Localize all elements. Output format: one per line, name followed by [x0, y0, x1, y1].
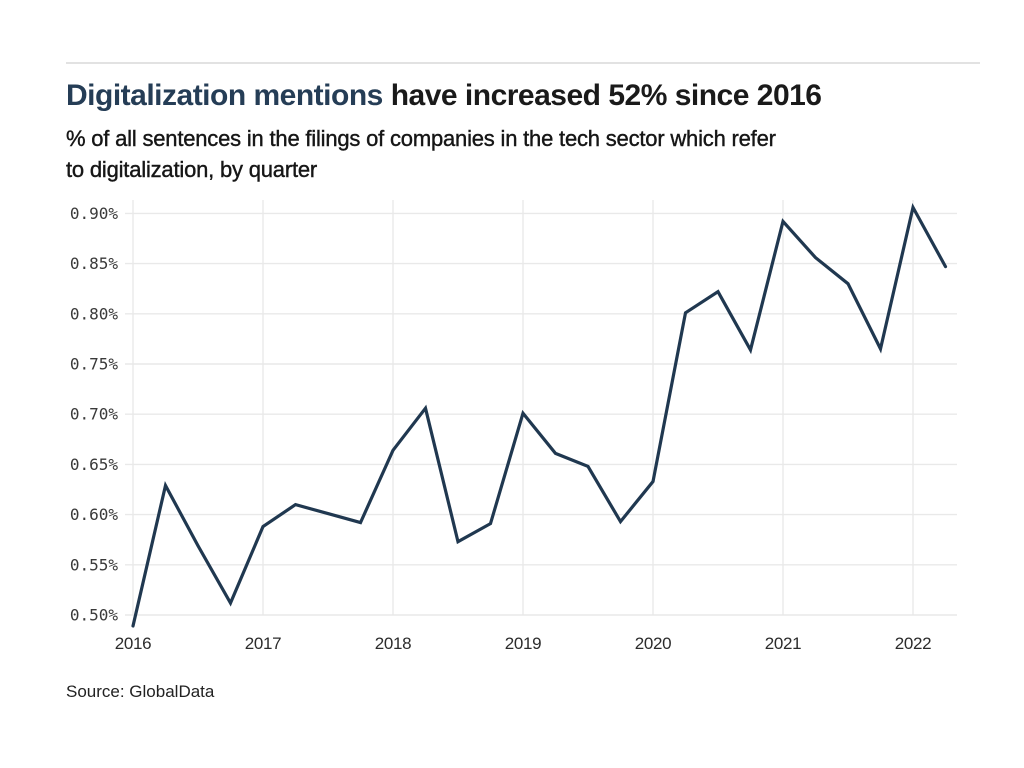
y-tick-label: 0.65%: [70, 455, 119, 474]
chart-subtitle-line2: to digitalization, by quarter: [66, 157, 318, 182]
y-tick-label: 0.70%: [70, 405, 119, 424]
header-divider: [66, 62, 980, 64]
y-tick-label: 0.90%: [70, 204, 119, 223]
chart-title-rest: have increased 52% since 2016: [382, 79, 822, 112]
chart-title-highlight: Digitalization mentions: [66, 79, 383, 112]
y-tick-label: 0.80%: [70, 304, 119, 323]
x-tick-label: 2020: [635, 634, 672, 653]
x-tick-label: 2022: [895, 634, 932, 653]
chart-title: Digitalization mentions have increased 5…: [66, 78, 822, 114]
y-tick-label: 0.75%: [70, 355, 119, 374]
x-tick-label: 2018: [375, 634, 412, 653]
x-tick-label: 2019: [505, 634, 542, 653]
y-tick-label: 0.55%: [70, 555, 119, 574]
y-tick-label: 0.50%: [70, 606, 119, 625]
data-line: [131, 202, 948, 628]
x-tick-label: 2016: [115, 634, 152, 653]
y-tick-label: 0.60%: [70, 505, 119, 524]
chart-subtitle-line1: % of all sentences in the filings of com…: [66, 126, 776, 151]
x-tick-label: 2021: [765, 634, 802, 653]
x-tick-label: 2017: [245, 634, 282, 653]
y-tick-label: 0.85%: [70, 254, 119, 273]
chart-subtitle: % of all sentences in the filings of com…: [66, 123, 776, 185]
source-note: Source: GlobalData: [66, 682, 215, 701]
